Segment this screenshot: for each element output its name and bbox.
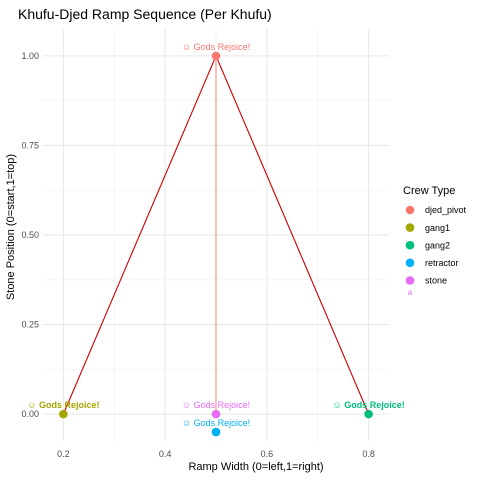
y-tick-label: 1.00 (21, 51, 39, 61)
annotation-label: ☺ Gods Rejoice! (182, 418, 250, 428)
legend-label-djed_pivot: djed_pivot (425, 205, 467, 215)
legend-key-djed_pivot (405, 205, 415, 215)
annotation-label: ☺ Gods Rejoice! (27, 400, 99, 410)
x-axis-ticks: 0.2 0.4 0.6 0.8 (57, 449, 375, 459)
y-axis-title: Stone Position (0=start,1=top) (5, 154, 17, 300)
annotation-label: ☺ Gods Rejoice! (333, 400, 405, 410)
legend-key-stone (405, 276, 415, 285)
y-tick-label: 0.50 (21, 230, 39, 240)
legend-extra-key: a (408, 288, 413, 297)
point-retractor (211, 427, 221, 437)
x-axis-title: Ramp Width (0=left,1=right) (188, 461, 323, 473)
x-tick-label: 0.4 (159, 449, 172, 459)
x-tick-label: 0.6 (261, 449, 274, 459)
point-stone (211, 409, 221, 419)
legend-label-gang2: gang2 (425, 240, 450, 250)
point-djed_pivot (211, 51, 221, 61)
y-tick-label: 0.00 (21, 409, 39, 419)
annotation-label: ☺ Gods Rejoice! (182, 400, 250, 410)
annotations: ☺ Gods Rejoice! ☺ Gods Rejoice! ☺ Gods Rej… (27, 42, 404, 428)
x-tick-label: 0.8 (362, 449, 375, 459)
legend-key-gang1 (405, 223, 415, 232)
annotation-label: ☺ Gods Rejoice! (182, 42, 250, 52)
legend-title: Crew Type (403, 185, 455, 197)
point-gang1 (59, 409, 68, 419)
data-points (59, 51, 373, 437)
legend-label-retractor: retractor (425, 258, 459, 268)
point-gang2 (364, 409, 373, 419)
y-tick-label: 0.75 (21, 140, 39, 150)
legend-label-stone: stone (425, 276, 447, 286)
chart-title: Khufu-Djed Ramp Sequence (Per Khufu) (18, 6, 272, 22)
y-tick-label: 0.25 (21, 320, 39, 330)
x-tick-label: 0.2 (57, 449, 70, 459)
legend-items: djed_pivot gang1 gang2 retractor stone a (405, 205, 467, 297)
legend: Crew Type djed_pivot gang1 gang2 retractor s… (403, 185, 467, 297)
y-axis-ticks: 0.00 0.25 0.50 0.75 1.00 (21, 51, 39, 419)
legend-key-retractor (405, 258, 415, 268)
legend-key-gang2 (405, 240, 415, 250)
legend-label-gang1: gang1 (425, 223, 450, 233)
